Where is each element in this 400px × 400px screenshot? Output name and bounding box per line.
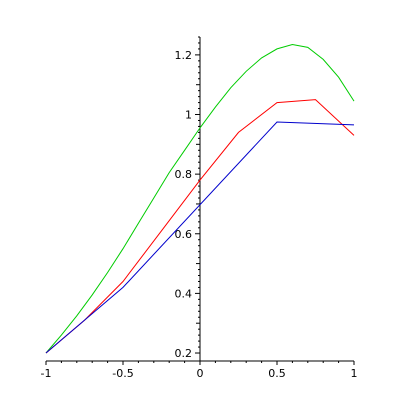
green-series-line <box>45 43 355 354</box>
y-tick-label: 0.2 <box>175 347 193 360</box>
series-lines <box>45 43 355 354</box>
y-tick-label: 0.8 <box>175 168 193 181</box>
y-tick-label: 0.6 <box>175 228 193 241</box>
y-tick-label: 0.4 <box>175 287 193 300</box>
x-tick-label: 0 <box>197 367 204 380</box>
x-tick-label: 1 <box>351 367 358 380</box>
tick-labels: -1 -0.5 0 0.5 1 0.2 0.4 0.6 0.8 1 1.2 <box>41 49 358 380</box>
y-tick-label: 1.2 <box>175 49 193 62</box>
y-tick-label: 1 <box>185 109 192 122</box>
ticks <box>45 36 355 365</box>
x-tick-label: 0.5 <box>268 367 286 380</box>
red-series-line <box>45 99 355 354</box>
blue-series-line <box>45 121 355 354</box>
x-tick-label: -1 <box>41 367 52 380</box>
x-tick-label: -0.5 <box>112 367 133 380</box>
